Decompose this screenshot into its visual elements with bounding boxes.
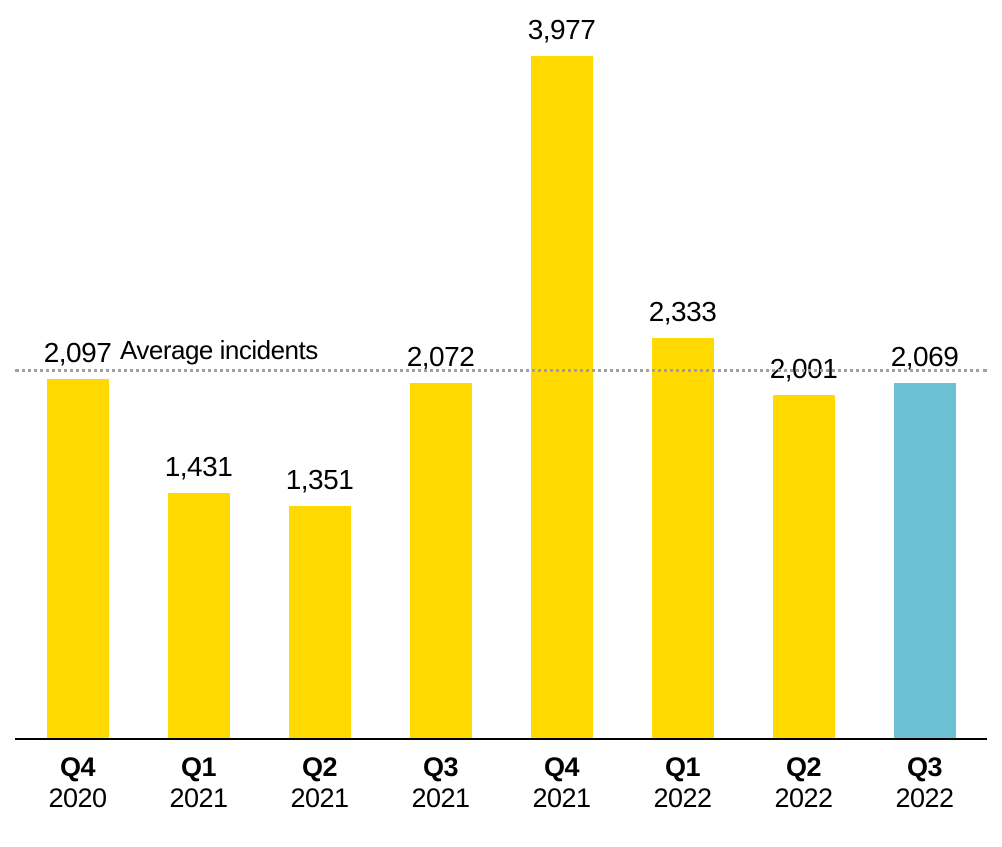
x-axis-quarter: Q4 (509, 752, 614, 783)
x-axis-label: Q12021 (146, 752, 251, 814)
x-axis: Q42020Q12021Q22021Q32021Q42021Q12022Q220… (15, 740, 987, 814)
bar-group: 1,351 (267, 464, 372, 738)
x-axis-label: Q12022 (630, 752, 735, 814)
bar (531, 56, 593, 738)
bar-group: 2,072 (388, 341, 493, 738)
x-axis-year: 2021 (388, 783, 493, 814)
bar (773, 395, 835, 738)
x-axis-year: 2021 (267, 783, 372, 814)
plot-area: Average incidents 2,0971,4311,3512,0723,… (15, 20, 987, 740)
x-axis-label: Q42021 (509, 752, 614, 814)
x-axis-year: 2022 (872, 783, 977, 814)
x-axis-label: Q32021 (388, 752, 493, 814)
average-reference-line (15, 369, 987, 372)
bar-group: 2,069 (872, 341, 977, 738)
x-axis-quarter: Q3 (388, 752, 493, 783)
x-axis-quarter: Q2 (751, 752, 856, 783)
x-axis-year: 2022 (630, 783, 735, 814)
bar (168, 493, 230, 738)
bar-group: 2,001 (751, 353, 856, 738)
bar-value-label: 3,977 (528, 14, 596, 46)
x-axis-year: 2021 (509, 783, 614, 814)
average-line-label: Average incidents (120, 335, 318, 366)
bars-container: 2,0971,4311,3512,0723,9772,3332,0012,069 (15, 20, 987, 738)
bar (289, 506, 351, 738)
bar-value-label: 2,097 (44, 337, 112, 369)
bar (894, 383, 956, 738)
bar-value-label: 1,351 (286, 464, 354, 496)
x-axis-quarter: Q1 (146, 752, 251, 783)
x-axis-label: Q22021 (267, 752, 372, 814)
incidents-bar-chart: Average incidents 2,0971,4311,3512,0723,… (15, 20, 987, 827)
x-axis-quarter: Q1 (630, 752, 735, 783)
x-axis-label: Q42020 (25, 752, 130, 814)
bar (47, 379, 109, 738)
bar-value-label: 1,431 (165, 451, 233, 483)
bar (652, 338, 714, 738)
x-axis-label: Q22022 (751, 752, 856, 814)
x-axis-quarter: Q4 (25, 752, 130, 783)
x-axis-year: 2022 (751, 783, 856, 814)
bar-value-label: 2,333 (649, 296, 717, 328)
bar-group: 3,977 (509, 14, 614, 738)
bar-group: 1,431 (146, 451, 251, 738)
x-axis-quarter: Q2 (267, 752, 372, 783)
x-axis-quarter: Q3 (872, 752, 977, 783)
x-axis-year: 2021 (146, 783, 251, 814)
bar-group: 2,333 (630, 296, 735, 738)
x-axis-year: 2020 (25, 783, 130, 814)
bar (410, 383, 472, 738)
x-axis-label: Q32022 (872, 752, 977, 814)
bar-group: 2,097 (25, 337, 130, 738)
